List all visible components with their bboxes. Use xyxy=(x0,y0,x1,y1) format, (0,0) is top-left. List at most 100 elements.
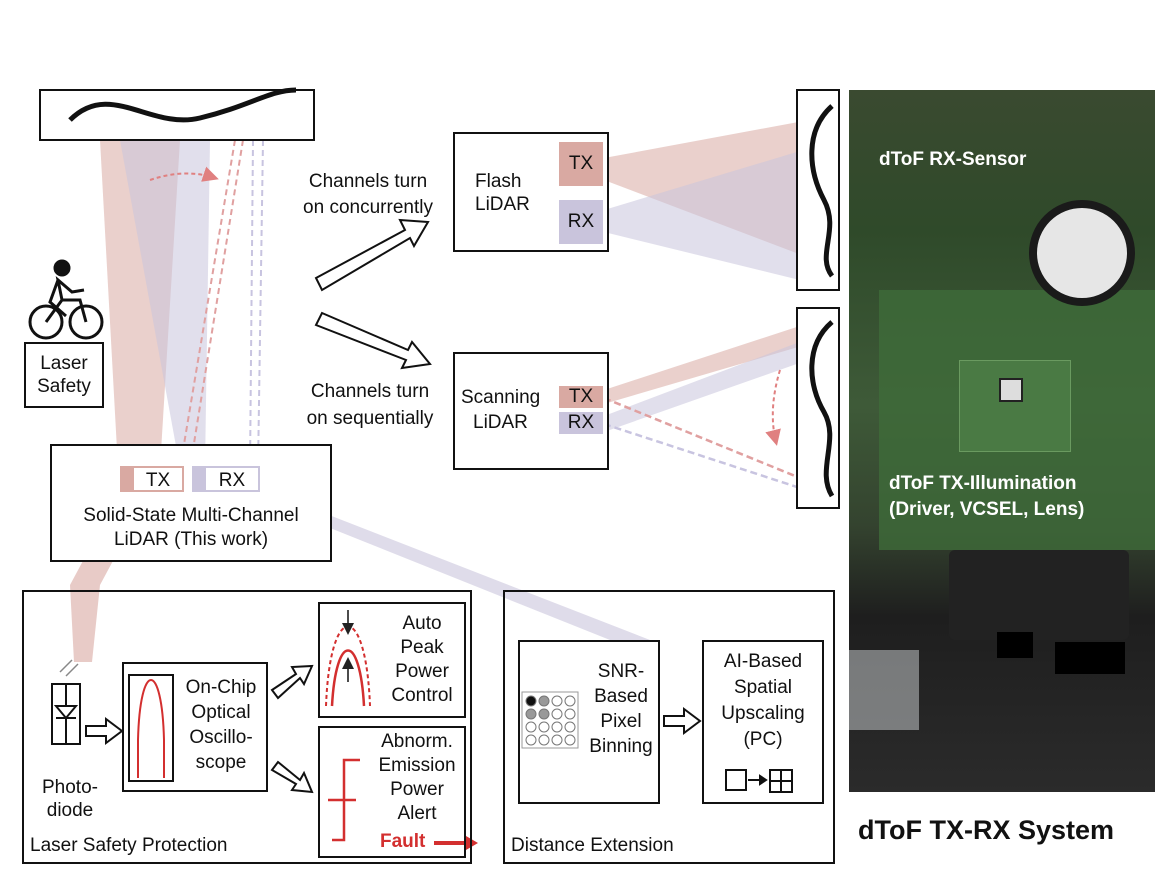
pixel-cell xyxy=(538,734,550,746)
arrow-binning-to-upscaling xyxy=(663,707,702,735)
pixel-cell xyxy=(564,695,576,707)
laser-safety-label-1: Laser xyxy=(40,353,88,374)
pixel-cell xyxy=(538,708,550,720)
system-photo: dToF RX-Sensor dToF TX-Illumination (Dri… xyxy=(849,90,1155,792)
flash-rx-beam xyxy=(604,145,820,285)
pixel-cell xyxy=(551,734,563,746)
flash-tx-chip: TX xyxy=(559,142,603,186)
redaction-box-1 xyxy=(997,632,1033,658)
pixel-cell xyxy=(525,695,537,707)
pixel-cell xyxy=(525,721,537,733)
auto-peak-text-3: Power xyxy=(395,661,449,682)
scanning-name-2: LiDAR xyxy=(473,412,528,433)
upscaling-text-1: AI-Based xyxy=(723,651,803,672)
mount-bracket xyxy=(949,550,1129,640)
upscaling-box: AI-Based Spatial Upscaling (PC) xyxy=(702,640,824,804)
scanning-caption-1: Channels turn xyxy=(310,381,430,402)
pixel-cell xyxy=(551,695,563,707)
abnormal-text-3: Power xyxy=(390,779,444,800)
auto-peak-text-2: Peak xyxy=(400,637,444,658)
tx-beam-down xyxy=(70,585,100,662)
pixel-cell xyxy=(564,734,576,746)
binning-text-2: Based xyxy=(594,686,648,707)
oscilloscope-waveform xyxy=(137,679,165,778)
auto-peak-box: Auto Peak Power Control xyxy=(318,602,466,718)
arrow-to-flash xyxy=(314,218,430,292)
pixel-cell xyxy=(551,708,563,720)
redaction-box-2 xyxy=(1055,642,1125,674)
upscaling-text-3: Upscaling xyxy=(721,703,805,724)
scanning-caption-2: on sequentially xyxy=(306,408,434,429)
photodiode-icon xyxy=(51,659,81,745)
scan-target-profile xyxy=(809,320,835,498)
scanning-lidar-box: Scanning LiDAR TX RX xyxy=(453,352,609,470)
photodiode-label-1: Photo- xyxy=(42,777,98,798)
flash-name-1: Flash xyxy=(475,171,522,192)
laser-protection-section: Laser Safety Protection xyxy=(22,590,472,864)
pixel-cell xyxy=(538,721,550,733)
cable-wrap xyxy=(849,650,919,730)
arrow-to-auto-peak xyxy=(270,664,314,700)
binning-text-1: SNR- xyxy=(597,661,645,682)
solid-state-title-2: LiDAR (This work) xyxy=(113,529,269,550)
scan-direction-arrow-right xyxy=(765,369,781,446)
pixel-cell xyxy=(525,734,537,746)
upscaling-text-2: Spatial xyxy=(733,677,793,698)
binning-text-3: Pixel xyxy=(600,711,642,732)
upscaling-text-4: (PC) xyxy=(743,729,783,750)
solid-state-title-1: Solid-State Multi-Channel xyxy=(83,505,299,526)
auto-peak-text-4: Control xyxy=(391,685,453,706)
binning-text-4: Binning xyxy=(589,736,653,757)
tx-dashed-ray-2 xyxy=(189,139,244,469)
abnormal-emission-box: Abnorm. Emission Power Alert Fault xyxy=(318,726,466,858)
rx-dashed-ray-1 xyxy=(249,139,254,469)
abnormal-text-4: Alert xyxy=(397,803,437,824)
tx-illumination-label-1: dToF TX-Illumination xyxy=(889,473,1077,494)
bicycle-rider-icon xyxy=(28,259,104,340)
auto-peak-waveform xyxy=(325,610,371,707)
photodiode-label-2: diode xyxy=(46,800,94,821)
pixel-cell xyxy=(551,721,563,733)
distance-extension-label: Distance Extension xyxy=(511,835,674,856)
scanning-name-1: Scanning xyxy=(461,387,541,408)
scanning-rx-chip: RX xyxy=(559,412,603,434)
laser-safety-box: Laser Safety xyxy=(24,342,104,408)
flash-lidar-box: Flash LiDAR TX RX xyxy=(453,132,609,252)
oscilloscope-screen xyxy=(128,674,174,782)
scan-tx-beam xyxy=(604,320,822,404)
tx-module xyxy=(959,360,1071,452)
top-target-panel xyxy=(39,89,315,141)
oscilloscope-text-2: Optical xyxy=(191,702,251,723)
flash-target-profile xyxy=(809,104,835,278)
tx-dashed-ray-1 xyxy=(179,139,236,469)
tx-illumination-label-2: (Driver, VCSEL, Lens) xyxy=(889,499,1085,520)
pixel-cell xyxy=(525,708,537,720)
arrow-photodiode-to-scope xyxy=(85,717,124,745)
abnormal-text-2: Emission xyxy=(378,755,456,776)
fault-label: Fault xyxy=(380,831,426,852)
arrow-to-abnormal xyxy=(270,760,314,794)
laser-protection-label: Laser Safety Protection xyxy=(30,835,228,856)
flash-caption-2: on concurrently xyxy=(303,197,433,218)
laser-safety-label-2: Safety xyxy=(37,376,91,397)
rx-beam-to-extension xyxy=(240,492,650,640)
rx-dashed-ray-2 xyxy=(257,139,264,469)
oscilloscope-text-4: scope xyxy=(195,752,247,773)
pixel-circles xyxy=(525,695,576,746)
flash-caption-1: Channels turn xyxy=(308,171,428,192)
solid-state-rx-chip: RX xyxy=(192,466,260,492)
vcsel-chip xyxy=(999,378,1023,402)
auto-peak-text-1: Auto xyxy=(402,613,442,634)
pixel-grid xyxy=(524,694,576,746)
flash-name-2: LiDAR xyxy=(475,194,530,215)
solid-state-lidar-box: TX RX Solid-State Multi-Channel LiDAR (T… xyxy=(50,444,332,562)
scan-rx-beam xyxy=(604,335,822,432)
rx-sensor-lens xyxy=(1029,200,1135,306)
pixel-cell xyxy=(564,708,576,720)
oscilloscope-box: On-Chip Optical Oscillo- scope xyxy=(122,662,268,792)
oscilloscope-text-1: On-Chip xyxy=(185,677,257,698)
scanning-tx-chip: TX xyxy=(559,386,603,408)
scan-rx-dashed-ray xyxy=(603,422,801,490)
abnormal-step-waveform xyxy=(328,758,360,842)
abnormal-text-1: Abnorm. xyxy=(381,731,453,752)
